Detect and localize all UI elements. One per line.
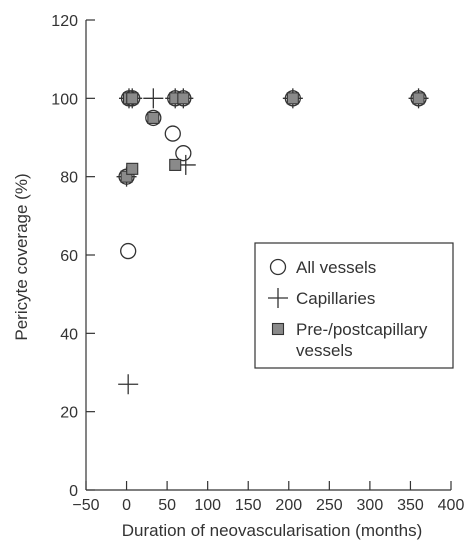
- legend: All vessels Capillaries Pre-/postcapillary…: [254, 242, 454, 369]
- y-tick-label: 60: [60, 248, 78, 265]
- all-vessels-point: [145, 109, 162, 127]
- pre-postcapillary-point: [126, 92, 139, 105]
- all-vessels-point: [175, 145, 192, 162]
- all-vessels-point: [164, 125, 181, 142]
- y-tick-label: 80: [60, 170, 78, 187]
- legend-capillaries-marker: [268, 288, 288, 308]
- y-tick-label: 100: [51, 91, 78, 108]
- pre-postcapillary-point: [286, 92, 299, 105]
- x-axis-label: Duration of neovascularisation (months): [122, 521, 422, 540]
- legend-all-vessels-marker: [269, 258, 287, 276]
- y-tick-label: 0: [69, 483, 78, 500]
- x-tick-label: −50: [72, 497, 99, 514]
- legend-pre-postcapillary-label: Pre-/postcapillary vessels: [296, 320, 428, 360]
- legend-capillaries-label: Capillaries: [296, 289, 375, 308]
- x-tick-label: 400: [438, 497, 465, 514]
- x-tick-label: 200: [275, 497, 302, 514]
- data-points: [116, 88, 429, 395]
- pre-postcapillary-point: [177, 92, 190, 105]
- x-tick-label: 0: [122, 497, 131, 514]
- y-tick-label: 20: [60, 405, 78, 422]
- legend-all-vessels-label: All vessels: [296, 258, 376, 277]
- x-tick-label: 350: [397, 497, 424, 514]
- pre-postcapillary-point: [147, 111, 160, 124]
- capillaries-point: [143, 88, 164, 109]
- legend-pre-postcapillary: Pre-/postcapillary vessels: [271, 320, 428, 360]
- series-3: [120, 92, 425, 183]
- y-tick-label: 40: [60, 326, 78, 343]
- x-tick-label: 50: [158, 497, 176, 514]
- legend-pre-postcapillary-marker: [271, 322, 285, 336]
- y-tick-label: 120: [51, 13, 78, 30]
- legend-all-vessels: All vessels: [269, 258, 376, 277]
- pre-postcapillary-point: [126, 162, 139, 175]
- y-axis-label: Pericyte coverage (%): [12, 173, 31, 340]
- all-vessels-point: [120, 242, 137, 260]
- capillaries-point: [118, 374, 139, 395]
- x-tick-label: 150: [235, 497, 262, 514]
- legend-capillaries: Capillaries: [268, 288, 375, 308]
- x-tick-label: 250: [316, 497, 343, 514]
- x-tick-label: 100: [194, 497, 221, 514]
- legend-box: [254, 242, 454, 369]
- series-1: [118, 90, 427, 260]
- pre-postcapillary-point: [412, 92, 425, 105]
- pre-postcapillary-point: [169, 158, 182, 171]
- x-tick-label: 300: [357, 497, 384, 514]
